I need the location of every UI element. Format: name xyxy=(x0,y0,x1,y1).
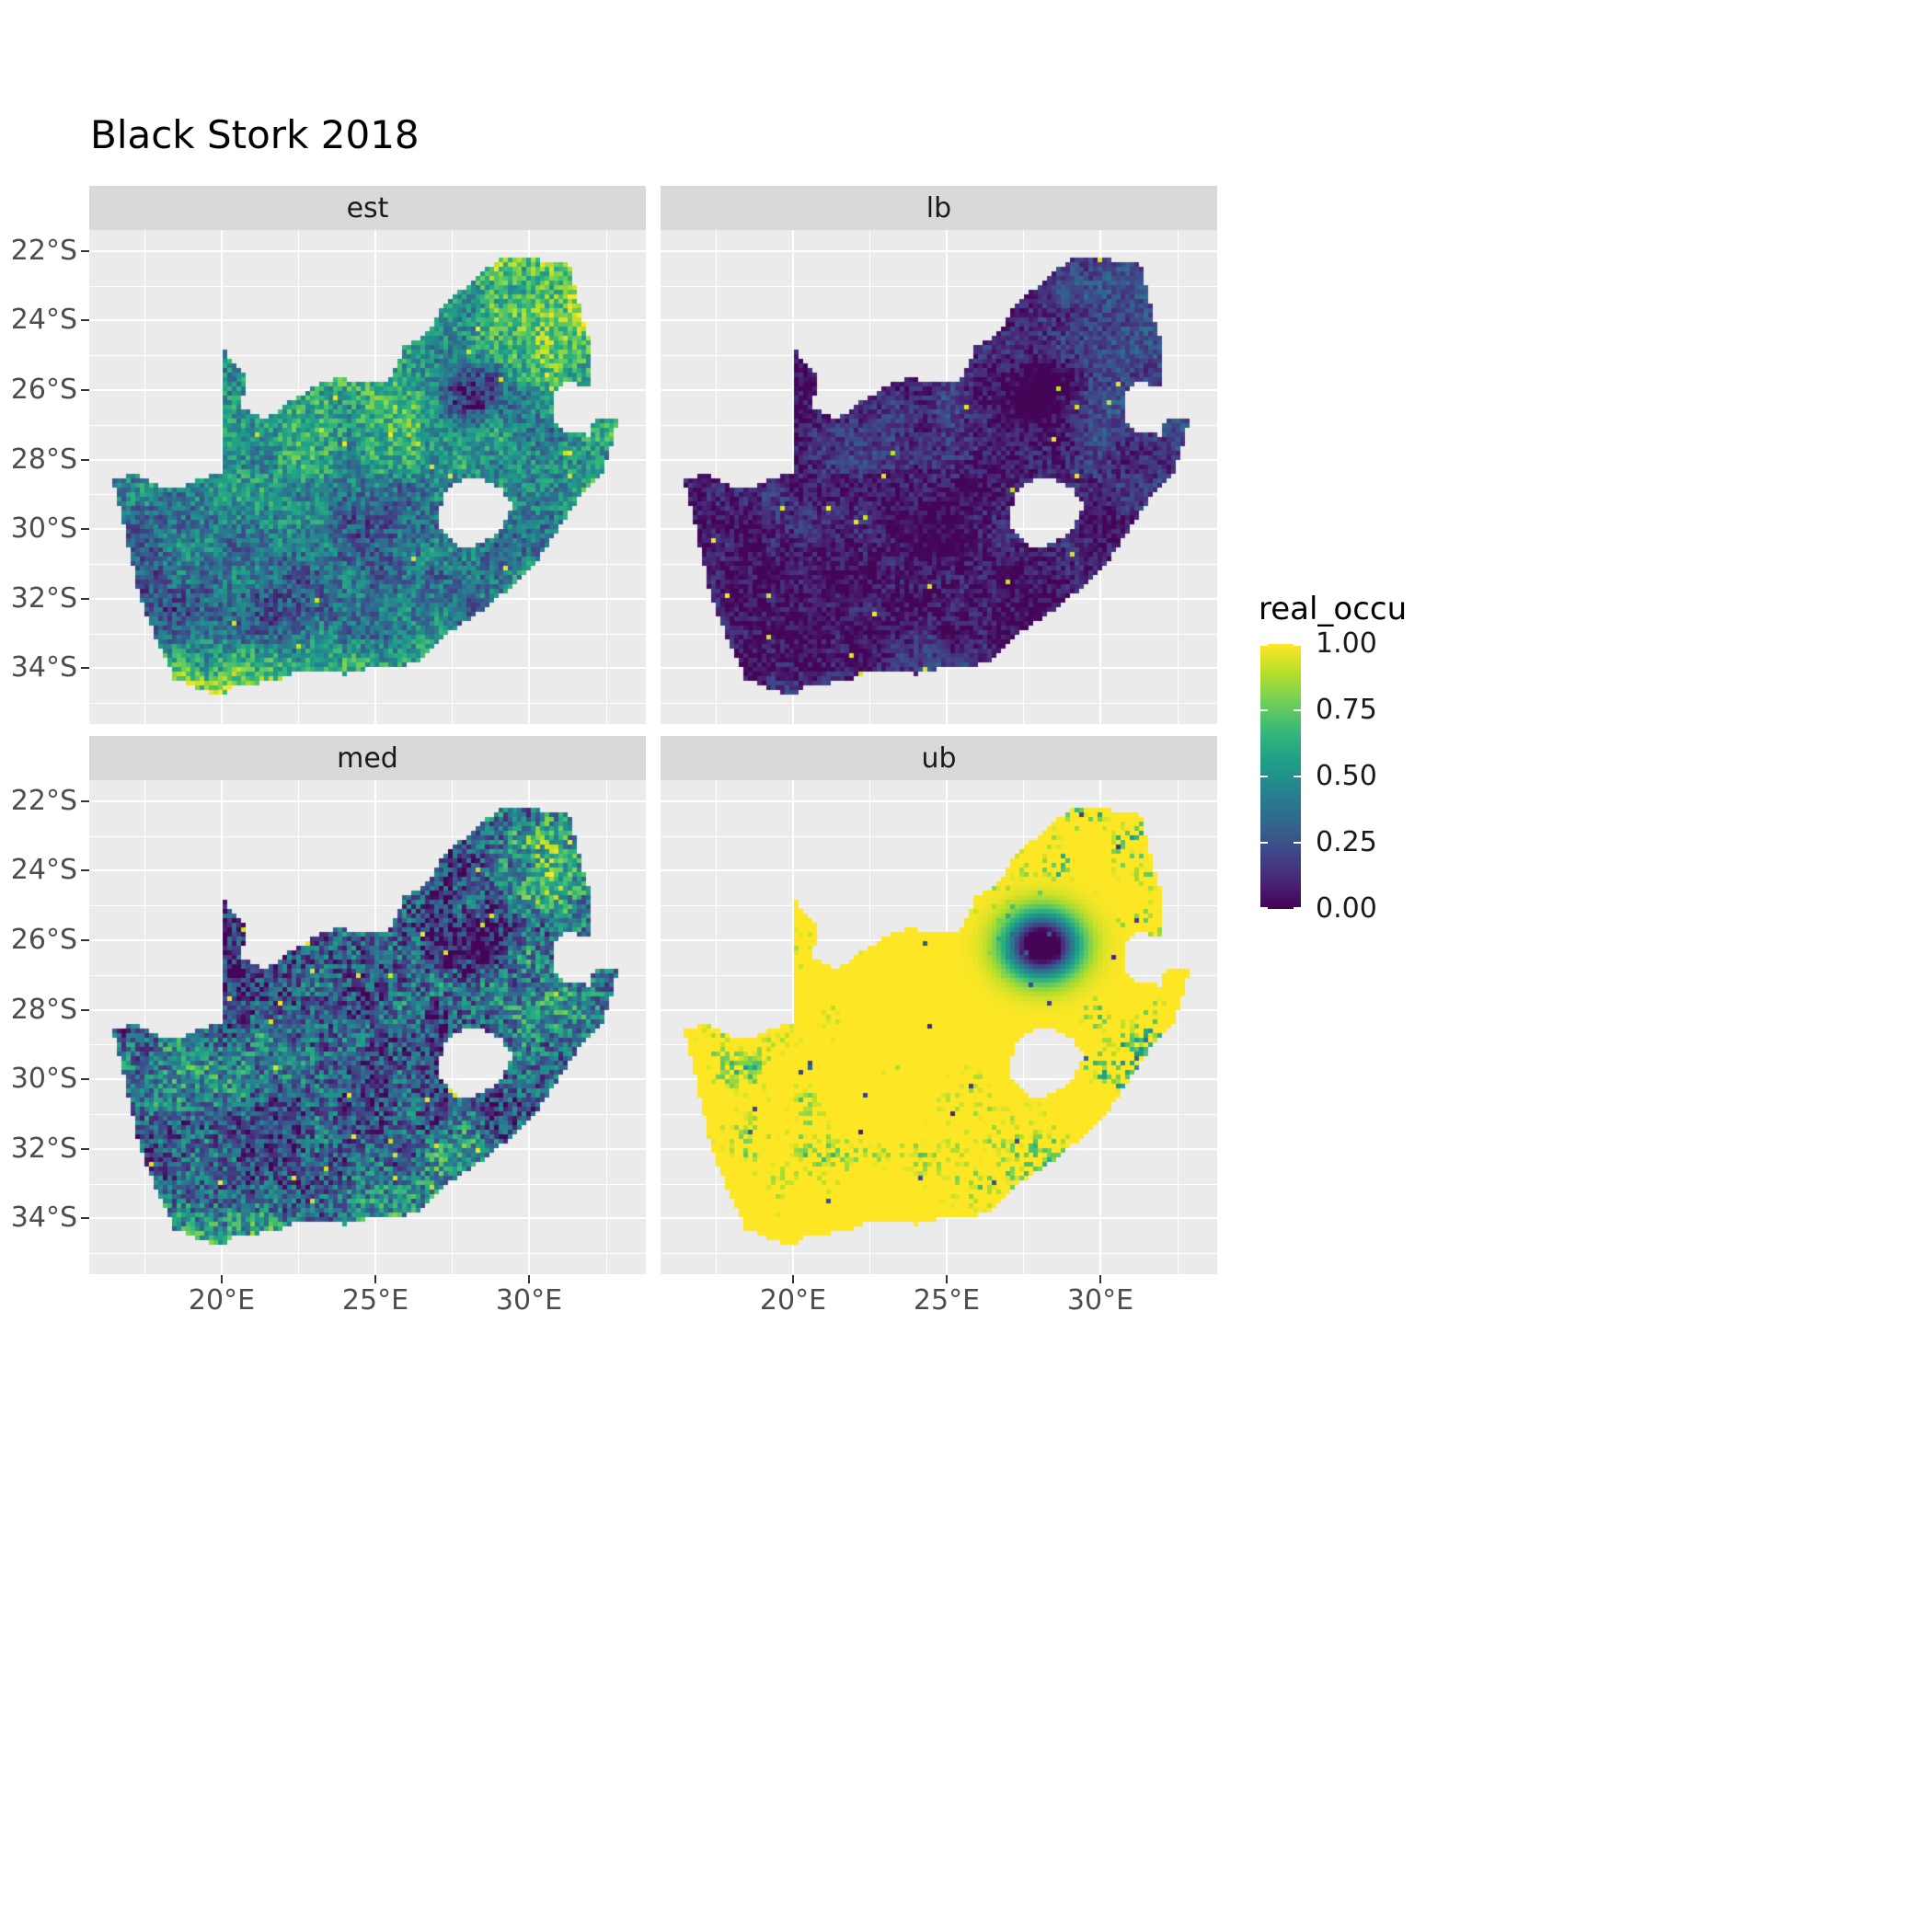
y-axis-tick xyxy=(81,800,89,802)
legend-tick-label: 0.50 xyxy=(1316,760,1377,792)
choropleth-map-med xyxy=(89,780,646,1274)
x-axis-tick-label: 30°E xyxy=(1066,1284,1134,1317)
legend-bar-tick xyxy=(1294,709,1301,711)
map-panel xyxy=(661,780,1217,1274)
legend-bar-tick xyxy=(1260,842,1268,844)
choropleth-map-est xyxy=(89,230,646,724)
y-axis-tick-label: 28°S xyxy=(10,994,77,1026)
x-axis-tick xyxy=(792,1275,794,1283)
facet-lb: lb xyxy=(661,186,1217,724)
legend-bar-tick xyxy=(1260,907,1268,909)
y-axis-tick xyxy=(81,598,89,600)
map-panel xyxy=(89,230,646,724)
y-axis-tick-label: 32°S xyxy=(10,1133,77,1165)
x-axis-tick-label: 20°E xyxy=(188,1284,256,1317)
facet-strip: ub xyxy=(661,736,1217,780)
facet-label: med xyxy=(337,742,398,775)
y-axis-tick-label: 22°S xyxy=(10,785,77,817)
facet-strip: est xyxy=(89,186,646,230)
y-axis-tick xyxy=(81,389,89,391)
x-axis-tick-label: 25°E xyxy=(341,1284,409,1317)
map-panel xyxy=(89,780,646,1274)
legend-tick-label: 0.75 xyxy=(1316,694,1377,726)
facet-ub: ub xyxy=(661,736,1217,1274)
y-axis-tick xyxy=(81,667,89,669)
legend-tick-label: 0.25 xyxy=(1316,826,1377,858)
x-axis-tick-label: 30°E xyxy=(495,1284,563,1317)
y-axis-tick xyxy=(81,1148,89,1150)
legend-bar-tick xyxy=(1260,644,1268,646)
y-axis-tick-label: 24°S xyxy=(10,304,77,336)
choropleth-map-lb xyxy=(661,230,1217,724)
y-axis-tick xyxy=(81,250,89,252)
y-axis-tick xyxy=(81,528,89,530)
y-axis-tick xyxy=(81,1078,89,1080)
x-axis-tick xyxy=(221,1275,223,1283)
x-axis-tick xyxy=(528,1275,530,1283)
y-axis-tick xyxy=(81,939,89,941)
facet-label: lb xyxy=(926,191,952,224)
legend-tick-label: 1.00 xyxy=(1316,627,1377,660)
x-axis-tick xyxy=(946,1275,948,1283)
chart-title: Black Stork 2018 xyxy=(90,112,420,157)
y-axis-tick xyxy=(81,1217,89,1219)
y-axis-tick-label: 26°S xyxy=(10,374,77,406)
y-axis-tick-label: 34°S xyxy=(10,651,77,684)
y-axis-tick-label: 32°S xyxy=(10,582,77,615)
map-panel xyxy=(661,230,1217,724)
legend-colorbar xyxy=(1260,644,1301,909)
legend-title: real_occu xyxy=(1259,591,1408,627)
x-axis-tick xyxy=(1099,1275,1101,1283)
y-axis-tick-label: 34°S xyxy=(10,1202,77,1234)
x-axis-tick-label: 20°E xyxy=(759,1284,827,1317)
facet-label: est xyxy=(346,191,389,224)
legend-bar-tick xyxy=(1294,907,1301,909)
legend-bar-tick xyxy=(1294,644,1301,646)
y-axis-tick-label: 30°S xyxy=(10,512,77,545)
y-axis-tick-label: 22°S xyxy=(10,235,77,267)
legend-bar-tick xyxy=(1294,842,1301,844)
y-axis-tick xyxy=(81,319,89,321)
facet-med: med xyxy=(89,736,646,1274)
y-axis-tick-label: 30°S xyxy=(10,1063,77,1095)
legend-tick-label: 0.00 xyxy=(1316,892,1377,925)
y-axis-tick xyxy=(81,459,89,461)
facet-label: ub xyxy=(921,742,957,775)
choropleth-map-ub xyxy=(661,780,1217,1274)
y-axis-tick-label: 24°S xyxy=(10,854,77,886)
y-axis-tick xyxy=(81,869,89,871)
legend-bar-tick xyxy=(1294,776,1301,777)
facet-strip: med xyxy=(89,736,646,780)
legend-bar-tick xyxy=(1260,709,1268,711)
y-axis-tick-label: 28°S xyxy=(10,443,77,476)
legend-bar-tick xyxy=(1260,776,1268,777)
x-axis-tick xyxy=(374,1275,376,1283)
y-axis-tick-label: 26°S xyxy=(10,924,77,956)
facet-strip: lb xyxy=(661,186,1217,230)
x-axis-tick-label: 25°E xyxy=(913,1284,981,1317)
legend: real_occu 1.00 0.75 0.50 0.25 0.00 xyxy=(1259,591,1535,959)
y-axis-tick xyxy=(81,1009,89,1011)
facet-est: est xyxy=(89,186,646,724)
